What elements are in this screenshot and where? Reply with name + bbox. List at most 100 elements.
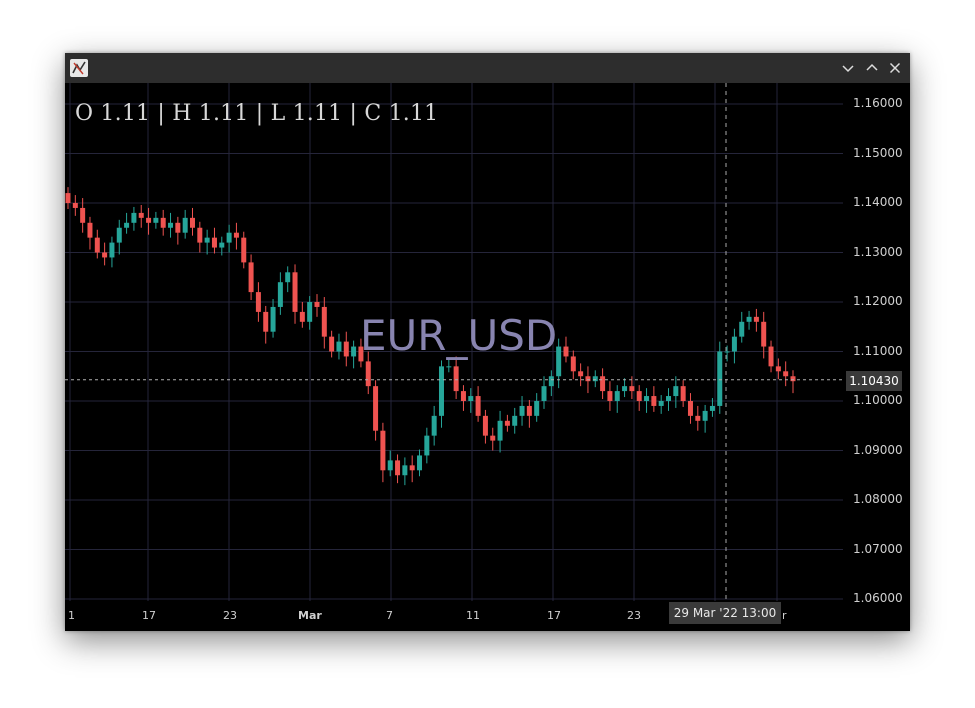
candle-body — [160, 217, 166, 228]
candle-body — [299, 311, 305, 322]
candle-body — [336, 341, 342, 352]
candle-body — [534, 401, 540, 416]
candle-body — [482, 415, 488, 436]
candle-body — [380, 430, 386, 471]
candle-body — [497, 420, 503, 441]
candle-body — [87, 222, 93, 238]
candle-body — [687, 401, 693, 416]
candle-body — [753, 316, 759, 322]
candle-body — [94, 237, 100, 253]
candle-body — [204, 237, 210, 243]
maximize-button[interactable] — [862, 58, 882, 78]
candle-body — [424, 435, 430, 456]
candle-body — [373, 386, 379, 431]
candle-body — [431, 415, 437, 436]
price-tick-label: 1.08000 — [853, 492, 903, 506]
candle-body — [614, 391, 620, 401]
candle-body — [592, 376, 598, 382]
candle-body — [578, 371, 584, 377]
candle-body — [351, 346, 357, 357]
candle-body — [600, 376, 606, 392]
candle-body — [197, 227, 203, 243]
price-axis[interactable]: 1.16000 1.15000 1.14000 1.13000 1.12000 1.110… — [843, 83, 910, 631]
time-tick-label: 17 — [142, 609, 156, 622]
candle-body — [182, 217, 188, 233]
candle-body — [644, 396, 650, 401]
candle-body — [453, 366, 459, 392]
candle-body — [270, 306, 276, 332]
candle-body — [131, 212, 137, 223]
candle-body — [307, 302, 313, 322]
candle-body — [702, 410, 708, 421]
candle-body — [146, 217, 152, 223]
candle-body — [651, 396, 657, 406]
candle-body — [175, 222, 181, 233]
candle-body — [277, 282, 283, 307]
candle-body — [768, 346, 774, 367]
crosshair-time-label: 29 Mar '22 13:00 — [669, 602, 781, 624]
candle-body — [219, 242, 225, 248]
candle-body — [709, 405, 715, 411]
candle-body — [241, 237, 247, 263]
candle-body — [343, 341, 349, 357]
candle-body — [109, 242, 115, 258]
candlestick-chart — [65, 83, 843, 601]
candle-body — [417, 455, 423, 471]
candle-body — [739, 321, 745, 337]
candle-body — [402, 465, 408, 476]
candle-body — [724, 351, 730, 353]
candle-body — [65, 193, 71, 203]
candle-body — [329, 336, 335, 352]
price-tick-label: 1.06000 — [853, 591, 903, 605]
candle-body — [775, 366, 781, 372]
price-tick-label: 1.07000 — [853, 541, 903, 556]
candle-body — [468, 396, 474, 401]
candle-body — [72, 203, 78, 208]
chart-plot-area[interactable]: EUR_USD O 1.11 | H 1.11 | L 1.11 | C 1.1… — [65, 83, 843, 601]
candle-body — [636, 391, 642, 401]
candle-body — [570, 356, 576, 372]
price-tick-label: 1.11000 — [853, 343, 903, 358]
candle-body — [365, 361, 371, 387]
candle-body — [490, 435, 496, 441]
time-axis[interactable]: 1 17 23 Mar 7 11 17 23 r 29 Mar '22 13:00 — [65, 601, 843, 631]
candle-body — [438, 366, 444, 416]
current-price-label: 1.10430 — [846, 371, 902, 391]
minimize-button[interactable] — [838, 58, 858, 78]
title-bar — [65, 53, 910, 83]
chevron-up-icon — [866, 63, 878, 71]
symbol-watermark: EUR_USD — [360, 311, 558, 360]
candle-body — [138, 212, 144, 218]
candle-body — [285, 272, 291, 283]
time-tick-label: Mar — [298, 609, 322, 622]
candle-body — [226, 232, 232, 243]
candle-body — [358, 346, 364, 362]
candle-body — [783, 371, 789, 377]
candle-body — [460, 391, 466, 401]
candle-body — [263, 311, 269, 332]
chart-window: EUR_USD O 1.11 | H 1.11 | L 1.11 | C 1.1… — [65, 53, 910, 631]
candle-body — [622, 386, 628, 392]
price-tick-label: 1.15000 — [853, 145, 903, 160]
close-button[interactable] — [885, 58, 905, 78]
candle-body — [526, 405, 532, 416]
price-tick-label: 1.14000 — [853, 195, 903, 209]
price-tick-label: 1.09000 — [853, 442, 903, 457]
close-icon — [889, 62, 901, 74]
candle-body — [680, 386, 686, 401]
candle-body — [80, 207, 86, 223]
candle-body — [475, 396, 481, 416]
candle-body — [124, 222, 130, 228]
candle-body — [409, 465, 415, 471]
candle-body — [717, 351, 723, 406]
candle-body — [607, 391, 613, 401]
candle-body — [189, 217, 195, 228]
candle-body — [761, 321, 767, 347]
candle-body — [731, 336, 737, 352]
candle-body — [695, 415, 701, 421]
candle-body — [585, 376, 591, 382]
price-tick-label: 1.10000 — [853, 393, 903, 407]
price-tick-label: 1.12000 — [853, 294, 903, 308]
time-tick-label: 23 — [627, 609, 641, 622]
candle-body — [395, 460, 401, 476]
